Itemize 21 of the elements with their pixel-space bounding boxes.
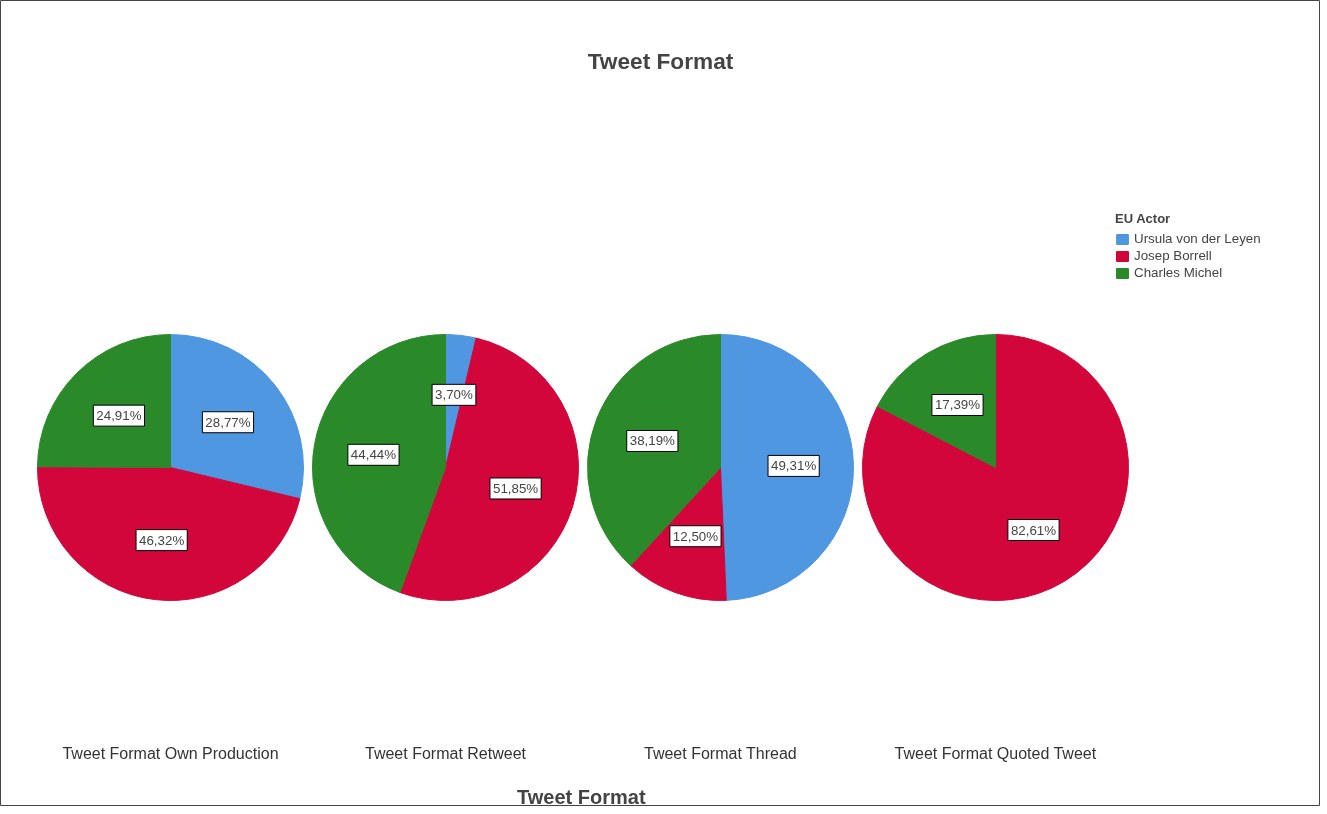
- legend-label: Charles Michel: [1134, 265, 1223, 280]
- legend-title: EU Actor: [1115, 211, 1172, 226]
- data-label: 44,44%: [350, 447, 397, 463]
- text: Tweet Format: [517, 785, 646, 808]
- data-label: 38,19%: [629, 433, 676, 449]
- chart-title: Tweet Format: [587, 47, 734, 74]
- data-label: 28,77%: [205, 414, 251, 430]
- slice-label: Tweet Format Retweet: [365, 745, 527, 762]
- data-label: 17,39%: [934, 397, 981, 413]
- data-label: 82,61%: [1010, 522, 1057, 538]
- data-label: 24,91%: [96, 408, 142, 424]
- slice-label: Tweet Format Thread: [644, 745, 797, 762]
- data-label: 51,85%: [492, 480, 539, 496]
- legend-label: Josep Borrell: [1134, 248, 1212, 263]
- slice-label: Tweet Format Own Production: [62, 745, 279, 762]
- data-label: 49,31%: [771, 458, 817, 474]
- data-label: 12,50%: [672, 528, 719, 544]
- slice-label: Tweet Format Quoted Tweet: [894, 745, 1097, 762]
- data-label: 46,32%: [139, 532, 185, 548]
- legend-label: Ursula von der Leyen: [1134, 231, 1261, 246]
- data-label: 3,70%: [435, 387, 474, 403]
